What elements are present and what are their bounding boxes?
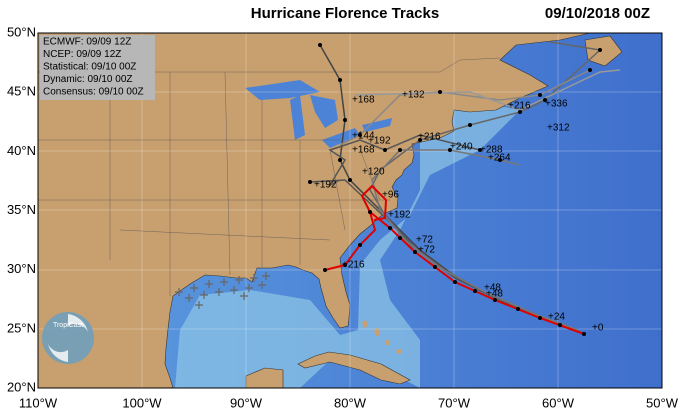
map-area xyxy=(37,32,663,389)
lat-label: 35°N xyxy=(7,202,36,217)
great-lakes xyxy=(245,80,392,148)
track-label: +48 xyxy=(486,289,503,300)
shelf xyxy=(175,100,520,388)
track-label: +168 xyxy=(352,95,375,106)
track-label: +48 xyxy=(484,283,501,294)
legend-entry: NCEP: 09/09 12Z xyxy=(43,49,121,60)
track-label: +0 xyxy=(592,323,604,334)
track-label: +120 xyxy=(362,167,385,178)
bahamas xyxy=(362,320,402,354)
track-points xyxy=(308,43,602,336)
lat-label: 50°N xyxy=(7,24,36,39)
legend-entry: Dynamic: 09/10 00Z xyxy=(43,74,133,85)
track-label: +240 xyxy=(450,142,473,153)
lat-label: 25°N xyxy=(7,320,36,335)
legend-entry: ECMWF: 09/09 12Z xyxy=(43,37,131,48)
track-label: +72 xyxy=(416,235,433,246)
timestamp: 09/10/2018 00Z xyxy=(545,5,650,22)
track-label: +192 xyxy=(388,210,411,221)
track-label: +192 xyxy=(314,180,337,191)
legend-entry: Statistical: 09/10 00Z xyxy=(43,62,136,73)
lat-label: 40°N xyxy=(7,143,36,158)
track-label: +96 xyxy=(382,190,399,201)
newfoundland xyxy=(584,35,623,67)
track-label: +72 xyxy=(418,245,435,256)
track-label: +264 xyxy=(488,153,511,164)
lon-label: 90°W xyxy=(230,395,263,410)
lon-label: 80°W xyxy=(334,395,367,410)
lat-label: 30°N xyxy=(7,261,36,276)
track-labels: +168 +132+216 +336+312+216+240+144+192+168… xyxy=(314,90,604,334)
lon-label: 70°W xyxy=(438,395,471,410)
map-frame xyxy=(37,32,663,389)
track-label: +168 xyxy=(352,145,375,156)
track-label: +216 xyxy=(418,132,441,143)
graticule xyxy=(38,33,662,388)
lat-label: 20°N xyxy=(7,379,36,394)
gulf-ensemble xyxy=(175,272,270,309)
track-label: +192 xyxy=(368,136,391,147)
track-label: +144 xyxy=(352,131,375,142)
title: Hurricane Florence Tracks xyxy=(251,5,439,22)
track-label: +336 xyxy=(545,99,568,110)
cuba xyxy=(297,351,411,385)
borders xyxy=(38,57,501,296)
track-label: +216 xyxy=(508,101,531,112)
legend-box xyxy=(40,35,155,100)
lon-label: 50°W xyxy=(646,395,679,410)
lon-label: 110°W xyxy=(19,395,58,410)
lon-label: 60°W xyxy=(542,395,575,410)
lat-label: 45°N xyxy=(7,84,36,99)
track-label: +216 xyxy=(342,260,365,271)
logo: TropiCast xyxy=(42,312,94,364)
track-label: +132 xyxy=(402,90,425,101)
track-label: +312 xyxy=(547,123,570,134)
logo-swirl xyxy=(48,314,88,362)
legend-entry: Consensus: 09/10 00Z xyxy=(43,87,144,98)
lon-label: 100°W xyxy=(122,395,162,410)
track-label: +288 xyxy=(480,145,503,156)
track-label: +24 xyxy=(548,312,565,323)
logo-text: TropiCast xyxy=(53,322,83,329)
